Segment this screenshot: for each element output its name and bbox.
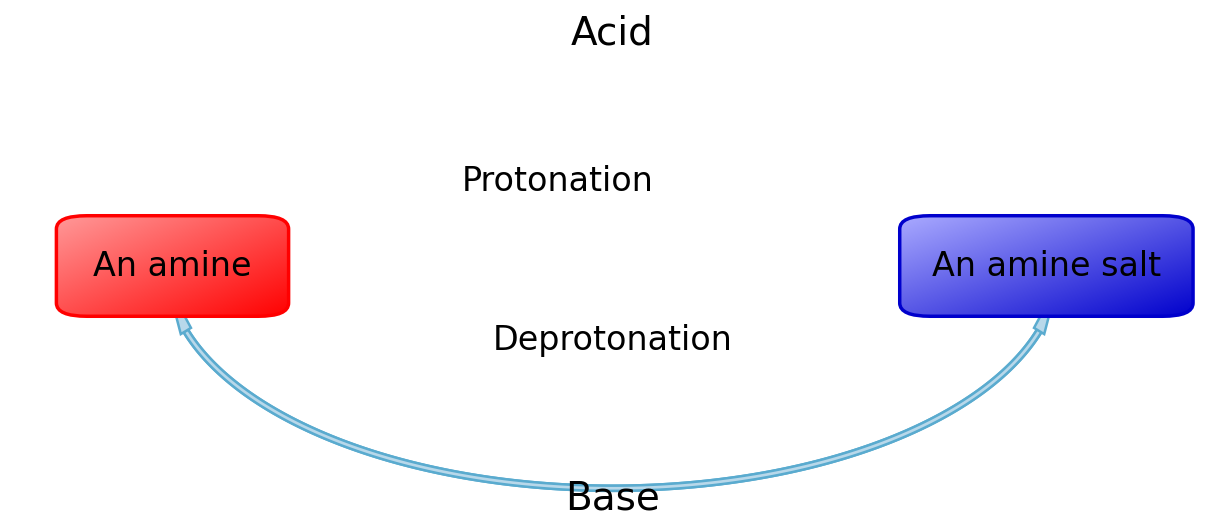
Text: An amine: An amine <box>93 250 252 282</box>
Polygon shape <box>1034 285 1057 334</box>
Text: Base: Base <box>565 480 660 518</box>
Text: Deprotonation: Deprotonation <box>492 323 733 356</box>
Text: Protonation: Protonation <box>462 165 653 198</box>
Polygon shape <box>179 322 1041 491</box>
Polygon shape <box>168 285 191 334</box>
Text: An amine salt: An amine salt <box>932 250 1161 282</box>
Polygon shape <box>184 322 1046 491</box>
Text: Acid: Acid <box>571 14 654 52</box>
